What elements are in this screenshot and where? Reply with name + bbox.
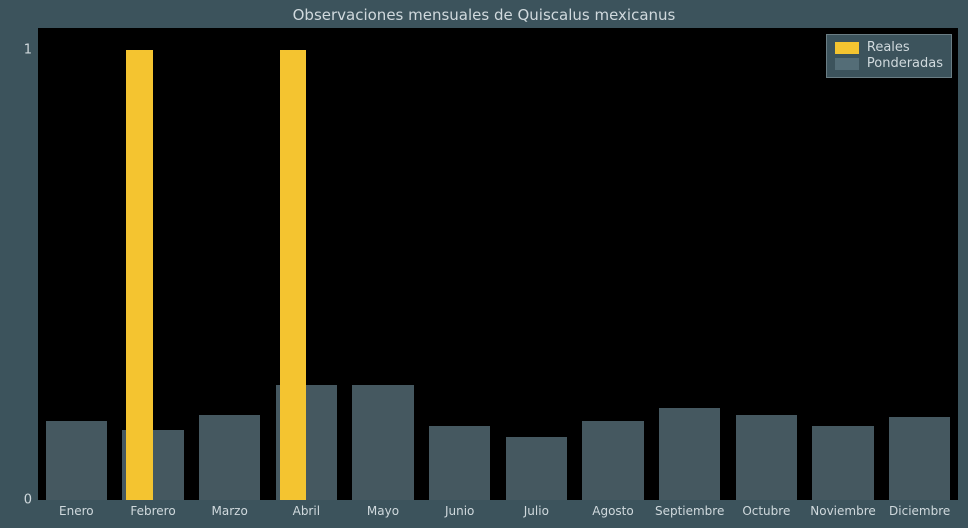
bar-ponderadas xyxy=(889,417,950,500)
bar-ponderadas xyxy=(429,426,490,500)
bar-ponderadas xyxy=(46,421,107,500)
x-tick-label: Noviembre xyxy=(810,504,876,518)
bar-ponderadas xyxy=(352,385,413,500)
x-tick-label: Febrero xyxy=(130,504,175,518)
y-tick-label: 1 xyxy=(0,43,32,58)
x-tick-label: Marzo xyxy=(212,504,248,518)
x-tick-label: Octubre xyxy=(742,504,790,518)
x-tick-label: Mayo xyxy=(367,504,399,518)
x-tick-label: Enero xyxy=(59,504,94,518)
bar-ponderadas xyxy=(736,415,797,500)
x-tick-label: Septiembre xyxy=(655,504,724,518)
bar-ponderadas xyxy=(659,408,720,500)
x-tick-label: Agosto xyxy=(592,504,633,518)
x-tick-label: Diciembre xyxy=(889,504,950,518)
legend-swatch xyxy=(835,42,859,54)
legend-item: Ponderadas xyxy=(835,56,943,71)
legend-item: Reales xyxy=(835,40,943,55)
legend-label: Ponderadas xyxy=(867,56,943,71)
bar-ponderadas xyxy=(199,415,260,500)
x-tick-label: Abril xyxy=(293,504,320,518)
bar-ponderadas xyxy=(812,426,873,500)
legend-label: Reales xyxy=(867,40,910,55)
figure: Observaciones mensuales de Quiscalus mex… xyxy=(0,0,968,528)
plot-area xyxy=(38,28,958,500)
legend-swatch xyxy=(835,58,859,70)
bar-ponderadas xyxy=(506,437,567,500)
x-tick-label: Julio xyxy=(524,504,549,518)
x-tick-label: Junio xyxy=(445,504,474,518)
y-tick-label: 0 xyxy=(0,493,32,508)
legend: RealesPonderadas xyxy=(826,34,952,78)
chart-title: Observaciones mensuales de Quiscalus mex… xyxy=(0,6,968,24)
bar-reales xyxy=(280,50,307,500)
bar-reales xyxy=(126,50,153,500)
bar-ponderadas xyxy=(582,421,643,500)
